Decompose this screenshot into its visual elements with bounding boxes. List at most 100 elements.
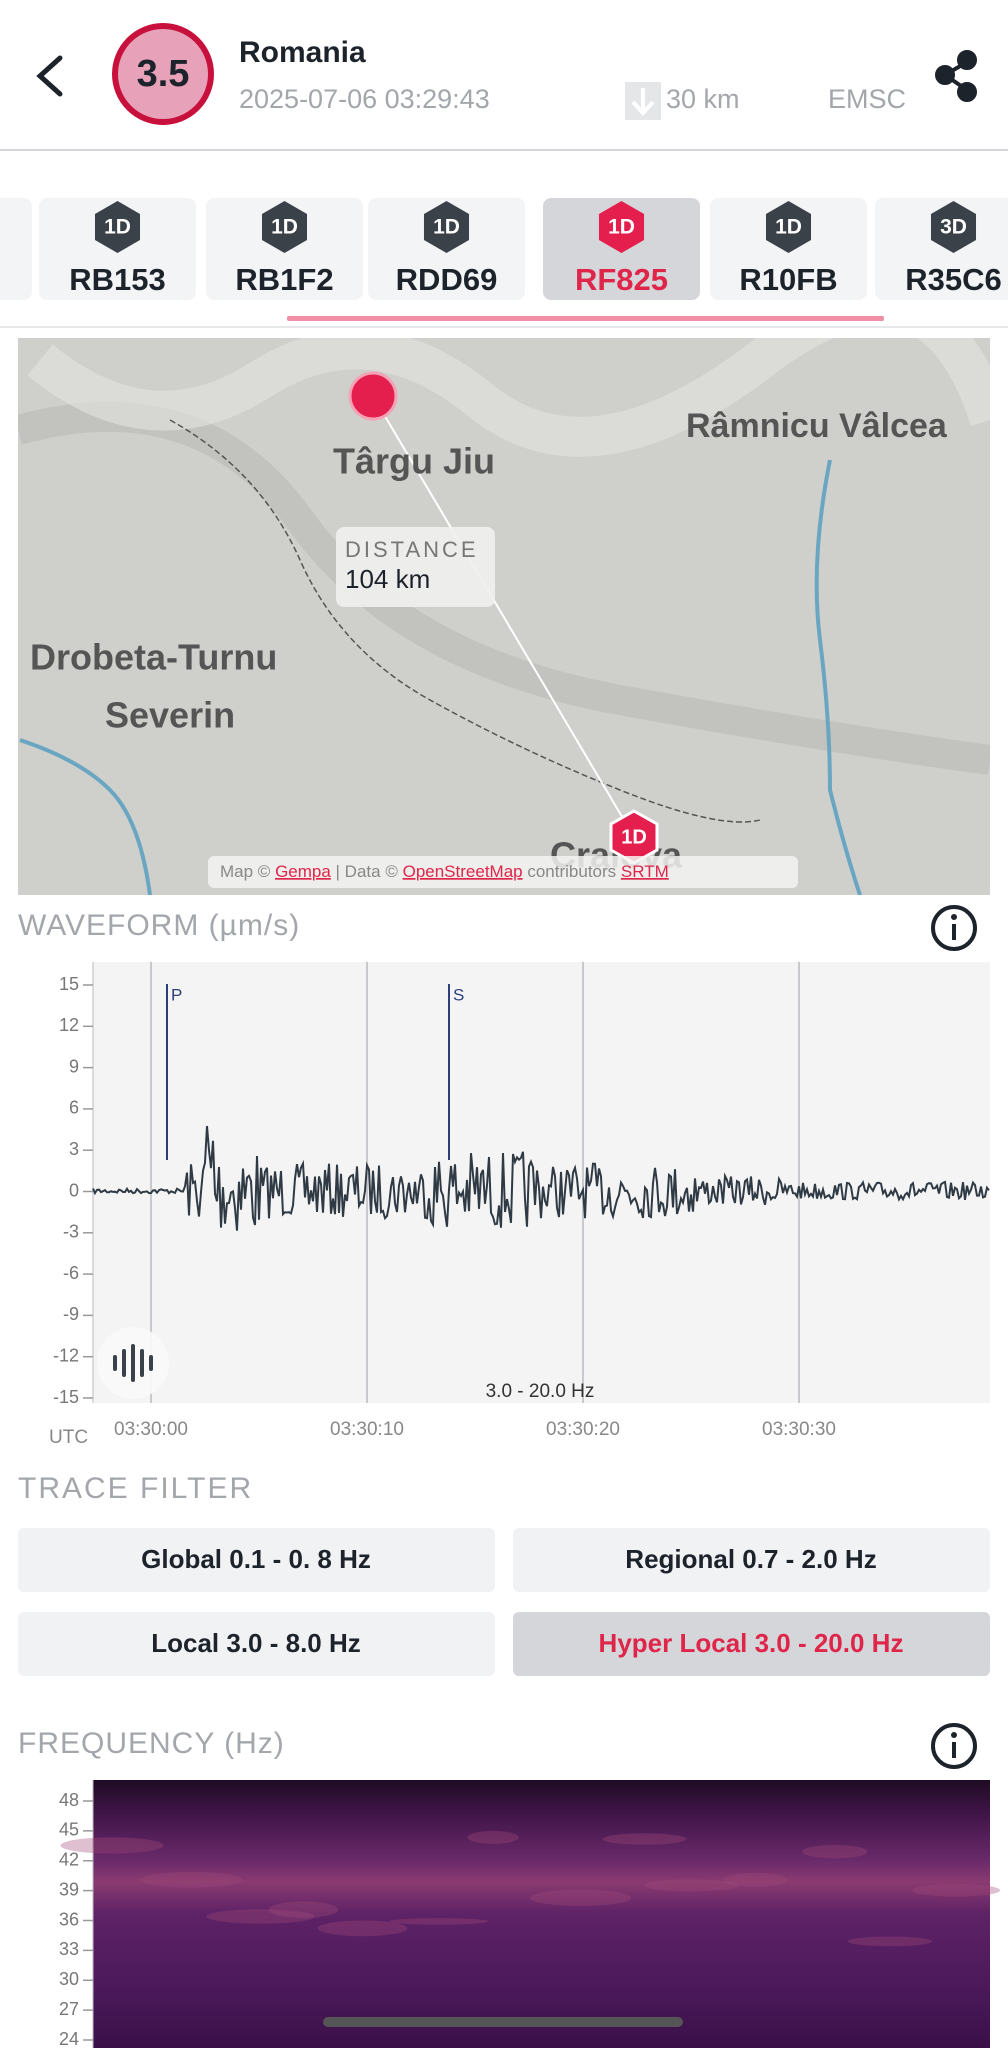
- time-zone: UTC: [49, 1427, 88, 1448]
- tab-label: RF825: [575, 262, 668, 297]
- share-button[interactable]: [935, 50, 977, 102]
- y-tick-label: 39: [59, 1879, 79, 1899]
- filter-band: 3.0 - 20.0 Hz: [486, 1381, 595, 1402]
- magnitude: 3.5: [137, 53, 190, 95]
- y-tick-label: 42: [59, 1850, 79, 1870]
- tab-badge-label: 1D: [271, 216, 298, 239]
- terrain: [27, 338, 990, 457]
- tab-badge-label: 1D: [775, 216, 802, 239]
- tab-badge: [598, 201, 645, 253]
- y-tick-label: 30: [59, 1969, 79, 1989]
- agency: EMSC: [828, 84, 906, 114]
- y-tick-label: 6: [69, 1098, 79, 1118]
- tab-badge: [261, 201, 308, 253]
- spectrogram-texture: [467, 1830, 519, 1844]
- tab-badge-label: 3D: [940, 216, 967, 239]
- spectrogram-texture: [723, 1872, 788, 1888]
- filter-label: Local 3.0 - 8.0 Hz: [151, 1628, 361, 1658]
- distance: 104 km: [345, 564, 430, 594]
- location: Romania: [239, 36, 366, 69]
- x-tick-label: 03:30:30: [762, 1419, 836, 1440]
- spectrogram-texture: [602, 1833, 687, 1845]
- filter-label: Regional 0.7 - 2.0 Hz: [625, 1544, 876, 1574]
- y-tick-label: 9: [69, 1056, 79, 1076]
- tab-badge-label: 1D: [104, 216, 131, 239]
- filter-label: Global 0.1 - 0. 8 Hz: [141, 1544, 371, 1574]
- info-button[interactable]: [931, 1723, 977, 1769]
- y-tick-label: 0: [69, 1180, 79, 1200]
- plot-area: [93, 962, 990, 1403]
- y-tick-label: 48: [59, 1790, 79, 1810]
- tab-label: R35C6: [905, 262, 1002, 297]
- place-label: Severin: [105, 695, 235, 736]
- spectrogram-texture: [802, 1844, 868, 1859]
- spectrogram-texture: [848, 1936, 933, 1947]
- distance-line: [372, 395, 635, 838]
- tab-scroll-indicator: [287, 316, 884, 321]
- back-button[interactable]: [36, 55, 63, 97]
- tab-label: RDD69: [396, 262, 498, 297]
- filter-label: Hyper Local 3.0 - 20.0 Hz: [599, 1628, 904, 1658]
- y-tick-label: 24: [59, 2029, 79, 2048]
- magnitude-badge: [112, 23, 214, 125]
- attribution-box: [208, 856, 798, 888]
- waveform-trace: [92, 1126, 990, 1231]
- datetime: 2025-07-06 03:29:43: [239, 84, 490, 114]
- distance-box: [336, 527, 495, 607]
- tab-label: RB153: [69, 262, 166, 297]
- tab-label: R10FB: [739, 262, 837, 297]
- map: Târgu Jiu Râmnicu Vâlcea Drobeta-Turnu S…: [18, 338, 990, 895]
- depth: 30 km: [666, 84, 740, 114]
- river: [19, 738, 152, 895]
- tab-badge: [423, 201, 470, 253]
- spectrogram-texture: [529, 1889, 632, 1906]
- epicenter[interactable]: [348, 371, 398, 421]
- y-tick-label: 45: [59, 1820, 79, 1840]
- tab-badge: [765, 201, 812, 253]
- tab-badge-label: 1D: [608, 216, 635, 239]
- spectrogram: [93, 1780, 990, 2048]
- spectrogram-texture: [60, 1837, 164, 1854]
- phase-label: P: [171, 985, 182, 1004]
- border: [169, 419, 761, 823]
- x-tick-label: 03:30:20: [546, 1419, 620, 1440]
- y-tick-label: 3: [69, 1139, 79, 1159]
- filter-button[interactable]: [18, 1528, 495, 1592]
- section-title: TRACE FILTER: [18, 1472, 253, 1505]
- y-tick-label: -15: [53, 1387, 79, 1407]
- x-tick-label: 03:30:10: [330, 1419, 404, 1440]
- info-button[interactable]: [931, 905, 977, 951]
- spectrogram-texture: [643, 1879, 739, 1892]
- filter-button[interactable]: [513, 1612, 990, 1676]
- filter-options: Global 0.1 - 0. 8 Hz Regional 0.7 - 2.0 H…: [18, 1528, 990, 1676]
- y-tick-label: 33: [59, 1939, 79, 1959]
- spectrogram-texture: [911, 1883, 1001, 1897]
- depth-arrow: [631, 88, 655, 116]
- phase-label: S: [453, 985, 464, 1004]
- place-label: Drobeta-Turnu: [30, 637, 277, 678]
- tab-badge: [930, 201, 977, 253]
- place-label: Târgu Jiu: [333, 441, 495, 482]
- spectrogram-axis: 48 45 42 39 36 33 30 27 24: [59, 1780, 1001, 2048]
- x-tick-label: 03:30:00: [114, 1419, 188, 1440]
- filter-button[interactable]: [513, 1528, 990, 1592]
- spectrogram-texture: [206, 1909, 315, 1924]
- distance-label: DISTANCE: [345, 537, 479, 562]
- filter-button[interactable]: [18, 1612, 495, 1676]
- tab-badge: [94, 201, 141, 253]
- section-title: FREQUENCY (Hz): [18, 1727, 285, 1760]
- spectrogram-texture: [388, 1918, 489, 1925]
- spectrogram-texture: [140, 1871, 243, 1888]
- station-badge: 1D: [621, 826, 647, 848]
- attribution: Map © Gempa | Data © OpenStreetMap contr…: [220, 862, 669, 881]
- spectrogram-texture: [317, 1920, 408, 1937]
- section-title: WAVEFORM (µm/s): [18, 909, 300, 942]
- y-tick-label: 36: [59, 1909, 79, 1929]
- y-tick-label: -12: [53, 1345, 79, 1365]
- y-tick-label: -3: [63, 1222, 79, 1242]
- y-tick-label: 12: [59, 1015, 79, 1035]
- waveform-chart: 15 12 9 6 3 0 -3 -6 -9 -12 -15 03:30:00 03:30:10 03:3…: [49, 962, 990, 1448]
- y-tick-label: 27: [59, 1999, 79, 2019]
- tab[interactable]: [0, 198, 32, 300]
